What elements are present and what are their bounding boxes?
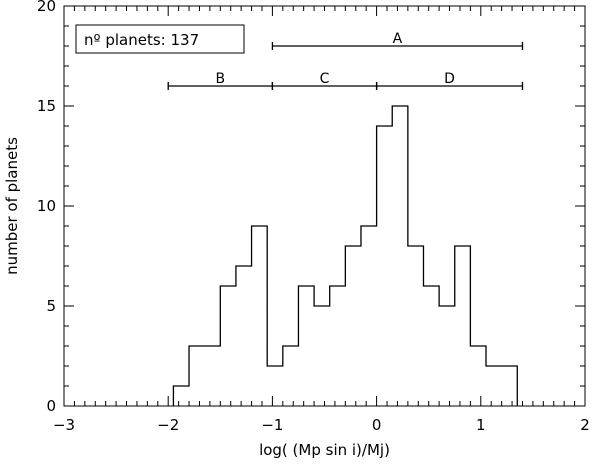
histogram-bin <box>502 366 518 406</box>
y-tick-label: 0 <box>46 397 56 415</box>
range-markers: A B C D <box>167 31 524 90</box>
histogram-bin <box>439 306 455 406</box>
histogram-bin <box>455 246 471 406</box>
range-label: B <box>215 71 225 87</box>
range-marker-d: D <box>375 71 524 90</box>
histogram-bin <box>377 126 393 406</box>
histogram-bin <box>470 346 486 406</box>
range-marker-a: A <box>271 31 524 50</box>
axis-ticks <box>63 5 586 407</box>
histogram-bin <box>236 266 252 406</box>
histogram-bin <box>298 286 314 406</box>
range-marker-c: C <box>271 71 378 90</box>
histogram-bin <box>220 286 236 406</box>
x-tick-label: −1 <box>261 416 283 434</box>
range-marker-b: B <box>167 71 274 90</box>
planet-count-label: nº planets: 137 <box>84 31 199 49</box>
range-label: D <box>444 71 455 87</box>
range-label: C <box>320 71 330 87</box>
histogram-bin <box>189 346 205 406</box>
histogram-bin <box>252 226 268 406</box>
histogram-bin <box>205 346 221 406</box>
range-label: A <box>393 31 403 47</box>
histogram-bin <box>267 366 283 406</box>
histogram-bin <box>423 286 439 406</box>
x-tick-label: 2 <box>580 416 590 434</box>
histogram-bin <box>283 346 299 406</box>
histogram-bin <box>486 366 502 406</box>
y-tick-label: 5 <box>46 297 56 315</box>
histogram-bin <box>330 286 346 406</box>
histogram-bin <box>345 246 361 406</box>
histogram-bin <box>173 386 189 406</box>
y-tick-label: 15 <box>37 97 56 115</box>
y-tick-label: 20 <box>37 0 56 15</box>
histogram-bin <box>408 246 424 406</box>
histogram-bin <box>392 106 408 406</box>
x-axis-label: log( (Mp sin i)/Mj) <box>259 441 390 459</box>
x-tick-label: −2 <box>157 416 179 434</box>
planet-count-annotation: nº planets: 137 <box>75 24 245 54</box>
x-tick-label: 1 <box>476 416 486 434</box>
histogram-outline <box>172 105 518 406</box>
histogram-bins <box>173 106 517 406</box>
y-axis-label: number of planets <box>3 137 21 275</box>
planet-count-box <box>75 24 245 54</box>
x-tick-label: 0 <box>372 416 382 434</box>
x-tick-label: −3 <box>53 416 75 434</box>
histogram-bin <box>314 306 330 406</box>
histogram-bin <box>361 226 377 406</box>
y-tick-label: 10 <box>37 197 56 215</box>
